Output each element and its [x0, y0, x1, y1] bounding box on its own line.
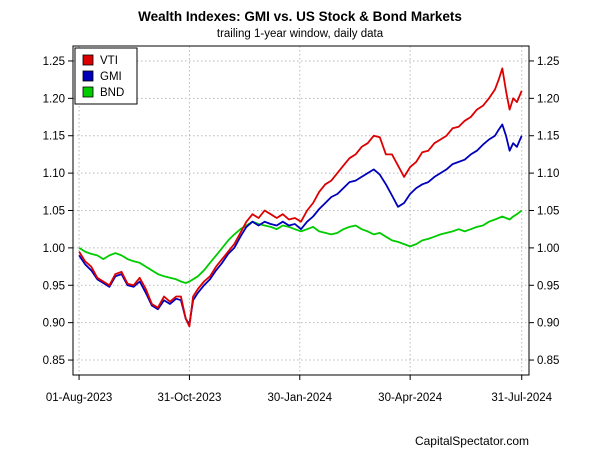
legend-label-bnd: BND	[100, 87, 124, 99]
credit-text: CapitalSpectator.com	[415, 434, 529, 448]
legend-swatch-bnd	[82, 86, 94, 98]
y-tick-label-left: 0.95	[43, 280, 65, 292]
y-tick-label-left: 1.15	[43, 131, 65, 143]
y-tick-label-left: 1.25	[43, 56, 65, 68]
y-tick-label-right: 1.10	[537, 168, 559, 180]
legend: VTI GMI BND	[74, 47, 138, 105]
y-tick-label-left: 0.85	[43, 355, 65, 367]
grid	[73, 46, 529, 375]
x-axis: 01-Aug-2023 31-Oct-2023 30-Jan-2024 30-Apr-…	[46, 375, 553, 404]
legend-label-vti: VTI	[100, 55, 118, 67]
y-tick-label-right: 1.00	[537, 243, 559, 255]
legend-label-gmi: GMI	[100, 71, 122, 83]
y-tick-label-right: 1.05	[537, 206, 559, 218]
x-tick-label: 01-Aug-2023	[46, 392, 113, 404]
y-tick-label-right: 1.25	[537, 56, 559, 68]
series-line-bnd	[78, 209, 523, 284]
y-tick-label-left: 1.20	[43, 93, 65, 105]
x-tick-label: 30-Apr-2024	[378, 392, 443, 404]
y-tick-label-right: 1.20	[537, 93, 559, 105]
legend-swatch-vti	[82, 54, 94, 66]
y-tick-label-right: 0.85	[537, 355, 559, 367]
series-line-gmi	[78, 123, 523, 326]
y-tick-label-left: 1.10	[43, 168, 65, 180]
y-tick-label-right: 0.90	[537, 318, 559, 330]
y-tick-label-right: 1.15	[537, 131, 559, 143]
x-tick-label: 31-Jul-2024	[491, 392, 552, 404]
chart-subtitle: trailing 1-year window, daily data	[217, 28, 384, 40]
legend-swatch-gmi	[82, 70, 94, 82]
y-tick-label-right: 0.95	[537, 280, 559, 292]
x-tick-label: 30-Jan-2024	[267, 392, 332, 404]
y-axis: 0.85 0.85 0.90 0.90 0.95 0.95 1.00 1.00 1.05 1.05…	[43, 56, 560, 367]
y-tick-label-left: 0.90	[43, 318, 65, 330]
y-tick-label-left: 1.00	[43, 243, 65, 255]
series-layer	[78, 67, 523, 328]
chart-title: Wealth Indexes: GMI vs. US Stock & Bond …	[138, 9, 462, 24]
x-tick-label: 31-Oct-2023	[157, 392, 221, 404]
series-line-vti	[78, 67, 523, 328]
y-tick-label-left: 1.05	[43, 206, 65, 218]
